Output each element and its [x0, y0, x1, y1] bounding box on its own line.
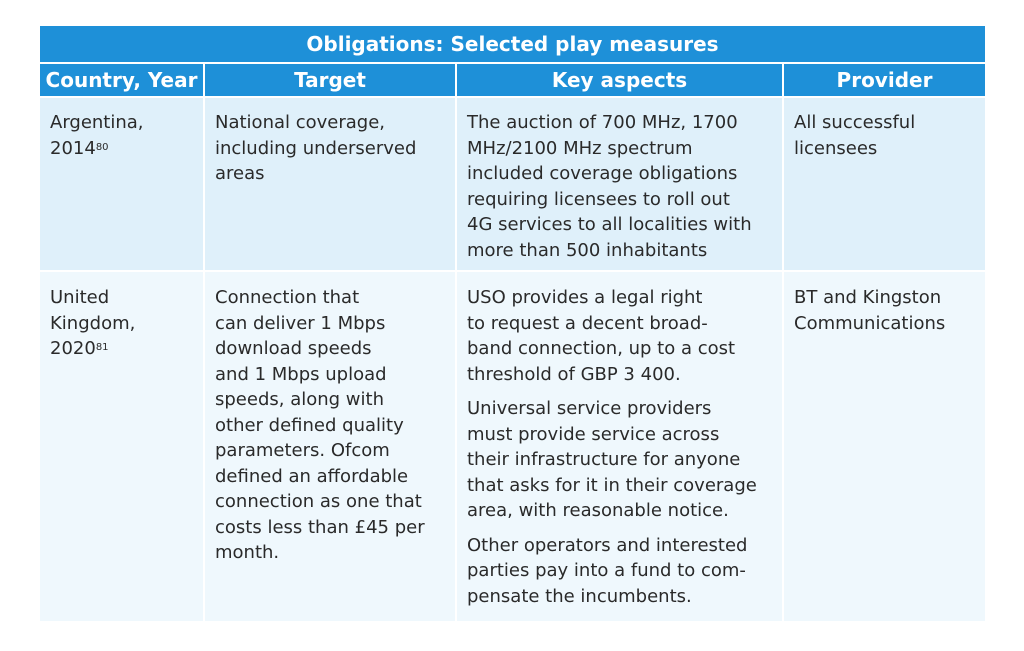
key-aspects-line: more than 500 inhabitants — [467, 239, 708, 261]
key-aspects-line: Other operators and interested — [467, 534, 748, 556]
key-aspects-line: The auction of 700 MHz, 1700 — [467, 112, 738, 133]
country-line: United — [50, 287, 110, 308]
provider-cell: All successful licensees — [782, 98, 985, 270]
key-aspects-paragraph: USO provides a legal right to request a … — [467, 285, 774, 387]
key-aspects-line: requiring licensees to roll out — [467, 188, 730, 210]
target-cell: Connection that can deliver 1 Mbps downl… — [203, 272, 455, 621]
table-row: Argentina, 201480 National coverage, inc… — [40, 96, 985, 270]
key-aspects-cell: The auction of 700 MHz, 1700 MHz/2100 MH… — [455, 98, 782, 270]
header-country-year: Country, Year — [40, 64, 203, 96]
target-line: download speeds — [215, 338, 372, 359]
header-key-aspects: Key aspects — [455, 64, 782, 96]
country-line: 2014 — [50, 137, 96, 159]
key-aspects-paragraph: The auction of 700 MHz, 1700 MHz/2100 MH… — [467, 110, 774, 263]
country-line: 2020 — [50, 338, 96, 359]
target-cell: National coverage, including underserved… — [203, 98, 455, 270]
table-title: Obligations: Selected play measures — [40, 26, 985, 62]
provider-line: All successful — [794, 112, 916, 133]
key-aspects-cell: USO provides a legal right to request a … — [455, 272, 782, 621]
key-aspects-line: their infrastructure for anyone — [467, 449, 741, 470]
country-line: Kingdom, — [50, 312, 136, 334]
header-provider: Provider — [782, 64, 985, 96]
footnote-ref: 80 — [95, 141, 109, 153]
key-aspects-line: parties pay into a fund to com- — [467, 560, 746, 581]
target-line: can deliver 1 Mbps — [215, 312, 386, 334]
key-aspects-paragraph: Universal service providers must provide… — [467, 396, 774, 524]
target-line: month. — [215, 542, 280, 563]
target-line: parameters. Ofcom — [215, 440, 390, 461]
key-aspects-line: pensate the incumbents. — [467, 585, 692, 607]
target-line: defined an affordable — [215, 465, 409, 487]
key-aspects-line: band connection, up to a cost — [467, 338, 736, 359]
provider-line: BT and Kingston — [794, 287, 942, 308]
key-aspects-line: that asks for it in their coverage — [467, 474, 757, 496]
key-aspects-line: USO provides a legal right — [467, 287, 703, 308]
provider-cell: BT and Kingston Communications — [782, 272, 985, 621]
target-line: other defined quality — [215, 414, 404, 436]
target-line: Connection that — [215, 287, 360, 308]
header-target: Target — [203, 64, 455, 96]
target-line: connection as one that — [215, 491, 422, 512]
country-cell: United Kingdom, 202081 — [40, 272, 203, 621]
table-row: United Kingdom, 202081 Connection that c… — [40, 270, 985, 621]
country-cell: Argentina, 201480 — [40, 98, 203, 270]
target-line: speeds, along with — [215, 389, 384, 410]
target-line: costs less than £45 per — [215, 516, 425, 538]
key-aspects-paragraph: Other operators and interested parties p… — [467, 533, 774, 610]
key-aspects-line: threshold of GBP 3 400. — [467, 363, 681, 385]
obligations-table: Obligations: Selected play measures Coun… — [40, 26, 985, 621]
key-aspects-line: 4G services to all localities with — [467, 214, 752, 235]
target-line: and 1 Mbps upload — [215, 363, 387, 385]
provider-line: licensees — [794, 137, 878, 159]
key-aspects-line: included coverage obligations — [467, 163, 738, 184]
key-aspects-line: MHz/2100 MHz spectrum — [467, 137, 693, 159]
target-line: National coverage, — [215, 112, 386, 133]
footnote-ref: 81 — [95, 342, 109, 353]
country-line: Argentina, — [50, 112, 144, 133]
provider-line: Communications — [794, 312, 946, 334]
key-aspects-line: to request a decent broad- — [467, 312, 708, 334]
key-aspects-line: Universal service providers — [467, 398, 712, 419]
key-aspects-line: area, with reasonable notice. — [467, 500, 729, 521]
key-aspects-line: must provide service across — [467, 423, 720, 445]
table-header-row: Country, Year Target Key aspects Provide… — [40, 62, 985, 96]
target-line: including underserved — [215, 137, 417, 159]
target-line: areas — [215, 163, 265, 184]
